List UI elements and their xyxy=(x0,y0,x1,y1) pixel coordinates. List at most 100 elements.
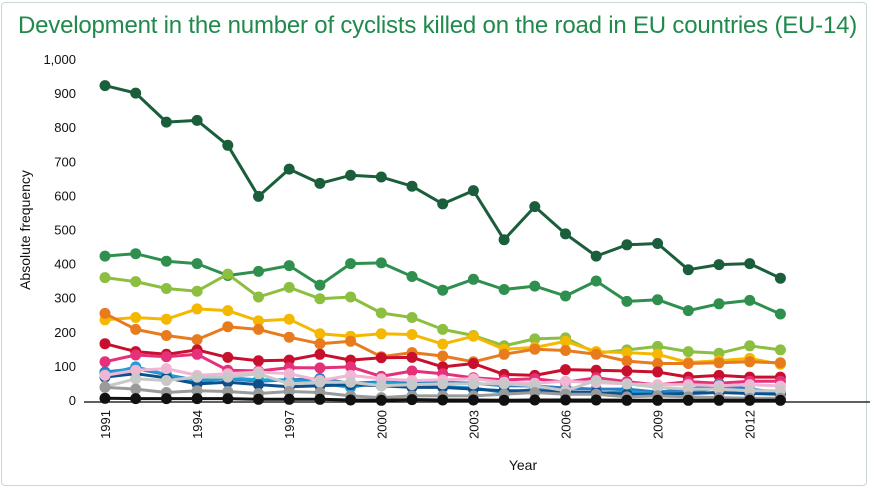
data-point xyxy=(99,369,111,381)
data-point xyxy=(682,264,694,276)
data-point xyxy=(652,348,664,360)
data-point xyxy=(375,394,387,406)
data-point xyxy=(498,348,510,360)
x-tick-label: 1991 xyxy=(98,410,113,439)
y-tick-label: 600 xyxy=(54,188,76,203)
y-tick-label: 400 xyxy=(54,257,76,272)
data-point xyxy=(99,272,111,284)
data-point xyxy=(590,375,602,386)
data-point xyxy=(375,171,387,183)
y-tick-label: 500 xyxy=(54,223,76,238)
data-point xyxy=(652,358,664,369)
data-point xyxy=(345,291,357,303)
data-point xyxy=(130,364,142,376)
data-point xyxy=(621,347,633,359)
data-point xyxy=(191,285,203,297)
data-point xyxy=(621,365,633,377)
data-point xyxy=(437,378,449,390)
data-point xyxy=(314,376,326,388)
data-point xyxy=(406,329,418,340)
x-tick-label: 2003 xyxy=(466,410,481,439)
data-point xyxy=(437,323,449,335)
y-tick-label: 0 xyxy=(69,393,76,408)
data-point xyxy=(560,335,571,347)
data-point xyxy=(130,87,142,99)
data-point xyxy=(406,394,418,406)
data-point xyxy=(99,80,111,92)
data-point xyxy=(406,351,418,363)
data-point xyxy=(314,348,326,360)
data-point xyxy=(314,393,326,405)
x-tick-label: 2000 xyxy=(374,410,389,439)
data-point xyxy=(375,380,387,392)
series-1 xyxy=(99,80,786,284)
data-point xyxy=(560,375,571,387)
data-point xyxy=(406,271,418,282)
data-point xyxy=(253,190,264,202)
data-point xyxy=(283,368,295,380)
data-point xyxy=(160,313,172,325)
data-point xyxy=(130,393,142,405)
data-point xyxy=(529,343,541,355)
data-point xyxy=(345,335,357,347)
data-point xyxy=(160,363,172,375)
data-point xyxy=(774,272,786,284)
data-point xyxy=(560,364,571,376)
data-point xyxy=(498,234,510,246)
data-point xyxy=(652,294,664,306)
data-point xyxy=(283,393,295,405)
series-layer xyxy=(99,80,786,406)
data-point xyxy=(590,275,602,287)
data-point xyxy=(406,365,418,377)
data-point xyxy=(191,303,203,315)
data-point xyxy=(253,265,264,277)
data-point xyxy=(529,333,541,345)
data-point xyxy=(713,259,725,271)
data-point xyxy=(283,313,295,325)
y-axis: 0 100 200 300 400 500 600 700 800 900 1,000 xyxy=(43,52,76,408)
data-point xyxy=(314,279,326,291)
data-point xyxy=(437,338,449,350)
data-point xyxy=(283,260,295,272)
data-point xyxy=(713,357,725,369)
data-point xyxy=(345,258,357,270)
data-point xyxy=(498,378,510,390)
data-point xyxy=(437,198,449,210)
data-point xyxy=(498,394,510,406)
data-point xyxy=(160,393,172,405)
data-point xyxy=(621,394,633,406)
data-point xyxy=(253,393,264,405)
data-point xyxy=(314,328,326,340)
data-point xyxy=(652,381,664,393)
data-point xyxy=(99,307,111,319)
data-point xyxy=(345,169,357,181)
data-point xyxy=(283,163,295,175)
chart-title: Development in the number of cyclists ki… xyxy=(18,12,858,39)
data-point xyxy=(560,290,571,302)
data-point xyxy=(437,284,449,296)
data-point xyxy=(253,315,264,327)
data-point xyxy=(621,239,633,251)
data-point xyxy=(160,351,172,363)
data-point xyxy=(99,356,111,368)
data-point xyxy=(529,201,541,213)
data-point xyxy=(130,312,142,323)
data-point xyxy=(713,383,725,395)
data-point xyxy=(744,340,756,352)
data-point xyxy=(222,268,234,280)
data-point xyxy=(160,375,172,386)
data-point xyxy=(744,356,756,368)
data-point xyxy=(222,305,234,317)
data-point xyxy=(222,393,234,405)
data-point xyxy=(314,293,326,305)
data-point xyxy=(99,392,111,404)
data-point xyxy=(652,366,664,378)
x-tick-label: 1997 xyxy=(282,410,297,439)
data-point xyxy=(191,258,203,270)
data-point xyxy=(682,346,694,358)
series-12 xyxy=(99,368,786,397)
y-axis-title: Absolute frequency xyxy=(17,170,33,290)
data-point xyxy=(774,308,786,320)
data-point xyxy=(467,273,479,285)
